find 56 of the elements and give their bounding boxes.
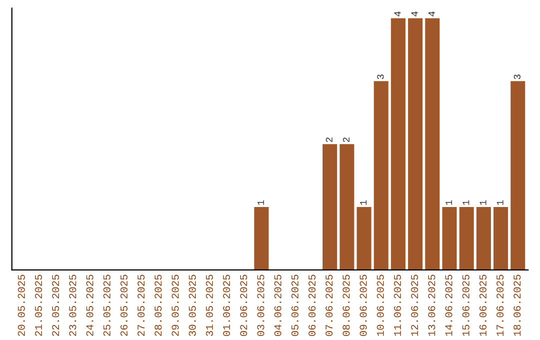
x-tick-label: 15.06.2025 [462,274,470,336]
x-tick-label: 02.06.2025 [240,274,248,336]
x-tick-label: 05.06.2025 [291,274,298,336]
bar [408,18,423,270]
x-tick-label: 10.06.2025 [376,274,384,336]
data-label: 1 [496,200,504,205]
data-label: 1 [480,200,486,205]
bar [494,207,508,270]
bar [254,207,269,270]
bar [356,207,372,270]
x-tick-label: 13.06.2025 [428,274,436,336]
bar [442,207,457,270]
data-label: 1 [360,200,367,205]
x-tick-label: 23.05.2025 [69,274,76,336]
x-tick-label: 25.05.2025 [103,274,110,336]
x-tick-label: 01.06.2025 [222,274,230,336]
bar [340,144,354,270]
bar [322,144,338,270]
x-tick-label: 04.06.2025 [274,274,282,336]
x-tick-label: 27.05.2025 [138,274,145,336]
x-tick-label: 30.05.2025 [188,274,196,336]
x-tick-label: 07.06.2025 [326,274,333,336]
x-tick-label: 11.06.2025 [394,274,401,336]
x-tick-label: 29.05.2025 [172,274,179,336]
data-label: 1 [258,200,264,205]
data-label: 4 [428,12,435,16]
x-tick-label: 26.05.2025 [120,274,128,336]
x-tick-label: 31.05.2025 [206,274,213,336]
x-tick-label: 28.05.2025 [154,274,162,336]
bar [390,18,406,270]
x-tick-label: 17.06.2025 [496,274,504,336]
bar [476,207,491,270]
x-tick-label: 14.06.2025 [445,274,452,336]
x-tick-label: 20.05.2025 [18,274,25,336]
data-label: 1 [446,200,452,205]
data-label: 3 [377,74,384,80]
bar [510,81,526,270]
bar [374,81,388,270]
data-label: 4 [411,12,418,16]
x-tick-label: 16.06.2025 [479,274,486,336]
data-label: 4 [394,12,401,16]
x-tick-label: 12.06.2025 [411,274,418,336]
x-tick-label: 18.06.2025 [514,274,521,336]
x-tick-label: 24.05.2025 [86,274,94,336]
x-tick-label: 03.06.2025 [257,274,264,336]
bar [425,18,440,270]
data-label: 2 [342,138,350,142]
x-tick-label: 08.06.2025 [342,274,350,336]
data-label: 1 [462,200,470,205]
bar [459,207,474,270]
x-tick-label: 22.05.2025 [52,274,60,336]
x-tick-label: 09.06.2025 [360,274,367,336]
data-label: 3 [514,74,520,80]
data-label: 2 [326,138,332,142]
x-tick-label: 21.05.2025 [34,274,42,336]
x-tick-label: 06.06.2025 [308,274,316,336]
